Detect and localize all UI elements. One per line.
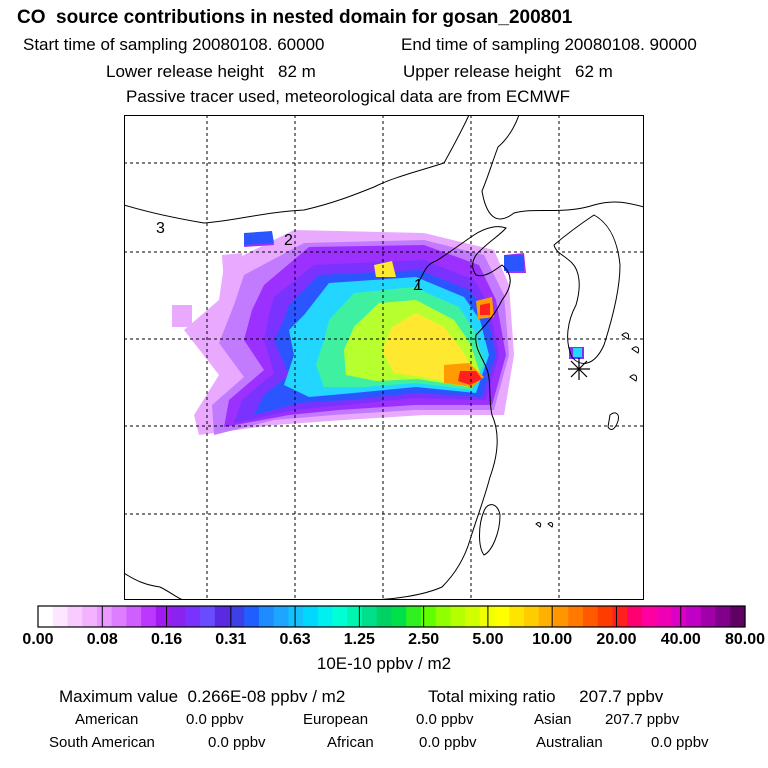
colorbar-cell bbox=[509, 606, 525, 627]
contour-red bbox=[480, 303, 490, 315]
african-value: 0.0 ppbv bbox=[419, 734, 477, 751]
colorbar-cell bbox=[656, 606, 672, 627]
receptor-marker bbox=[568, 358, 590, 380]
colorbar-tick-label: 40.00 bbox=[661, 631, 701, 648]
colorbar-cells bbox=[38, 606, 746, 627]
american-label: American bbox=[75, 711, 139, 728]
colorbar-tick-label: 0.16 bbox=[151, 631, 182, 648]
colorbar-cell bbox=[38, 606, 54, 627]
colorbar-cell bbox=[303, 606, 319, 627]
max-value-stat: Maximum value 0.266E-08 ppbv / m2 bbox=[59, 687, 346, 706]
region-label-2: 2 bbox=[284, 232, 293, 249]
contour-faint bbox=[172, 305, 192, 327]
colorbar-cell bbox=[627, 606, 643, 627]
colorbar-cell bbox=[553, 606, 569, 627]
contour-blue bbox=[244, 231, 274, 245]
south-american-value: 0.0 ppbv bbox=[208, 734, 266, 751]
region-label-3: 3 bbox=[156, 220, 165, 237]
colorbar-cell bbox=[715, 606, 731, 627]
colorbar-cell bbox=[52, 606, 69, 627]
colorbar-cell bbox=[420, 606, 437, 627]
contour-faint bbox=[222, 253, 244, 287]
start-time-label: Start time of sampling 20080108. 60000 bbox=[23, 35, 325, 54]
colorbar-cell bbox=[244, 606, 260, 627]
colorbar-cell bbox=[317, 606, 334, 627]
colorbar-cell bbox=[200, 606, 216, 627]
colorbar-cell bbox=[126, 606, 142, 627]
australian-value: 0.0 ppbv bbox=[651, 734, 709, 751]
colorbar-cell bbox=[450, 606, 466, 627]
lower-release-height: Lower release height 82 m bbox=[106, 62, 316, 81]
colorbar-cell bbox=[538, 606, 555, 627]
colorbar-tick-label: 80.00 bbox=[725, 631, 765, 648]
total-mixing-stat: Total mixing ratio 207.7 ppbv bbox=[428, 687, 664, 706]
colorbar-cell bbox=[332, 606, 348, 627]
colorbar-cell bbox=[465, 606, 481, 627]
colorbar-cell bbox=[612, 606, 628, 627]
chart-title: CO source contributions in nested domain… bbox=[17, 7, 573, 28]
colorbar-tick-label: 0.08 bbox=[87, 631, 118, 648]
colorbar-tick-label: 0.00 bbox=[22, 631, 53, 648]
end-time-label: End time of sampling 20080108. 90000 bbox=[401, 35, 697, 54]
contour-cyan bbox=[573, 348, 582, 357]
colorbar-cell bbox=[391, 606, 407, 627]
colorbar-cell bbox=[597, 606, 614, 627]
colorbar-cell bbox=[671, 606, 687, 627]
colorbar-cell bbox=[347, 606, 363, 627]
colorbar-tick-label: 2.50 bbox=[408, 631, 439, 648]
african-label: African bbox=[327, 734, 374, 751]
south-american-label: South American bbox=[49, 734, 155, 751]
colorbar-cell bbox=[214, 606, 231, 627]
colorbar-cell bbox=[435, 606, 452, 627]
colorbar-cell bbox=[258, 606, 275, 627]
colorbar-cell bbox=[730, 606, 746, 627]
contour-red bbox=[458, 371, 482, 385]
colorbar-unit: 10E-10 ppbv / m2 bbox=[317, 654, 451, 673]
colorbar-tick-label: 1.25 bbox=[344, 631, 375, 648]
colorbar-cell bbox=[641, 606, 658, 627]
asian-label: Asian bbox=[534, 711, 572, 728]
colorbar-cell bbox=[362, 606, 378, 627]
colorbar-cell bbox=[185, 606, 201, 627]
colorbar-cell bbox=[111, 606, 127, 627]
map-frame bbox=[124, 115, 644, 600]
contour-blue bbox=[504, 255, 524, 271]
colorbar-cell bbox=[229, 606, 245, 627]
grid-lines bbox=[124, 115, 644, 600]
colorbar-tick-label: 20.00 bbox=[596, 631, 636, 648]
colorbar-cell bbox=[82, 606, 98, 627]
colorbar-cell bbox=[582, 606, 599, 627]
tracer-note: Passive tracer used, meteorological data… bbox=[126, 87, 571, 106]
american-value: 0.0 ppbv bbox=[186, 711, 244, 728]
colorbar-cell bbox=[494, 606, 510, 627]
colorbar-cell bbox=[406, 606, 422, 627]
colorbar-cell bbox=[67, 606, 83, 627]
colorbar-ticks bbox=[37, 606, 746, 627]
concentration-map: 1 2 3 bbox=[124, 115, 644, 600]
colorbar-cell bbox=[568, 606, 584, 627]
colorbar: 0.00 0.08 0.16 0.31 0.63 1.25 2.50 5.00 10.00 20.… bbox=[22, 605, 765, 673]
colorbar-tick-label: 0.31 bbox=[215, 631, 246, 648]
colorbar-cell bbox=[273, 606, 289, 627]
colorbar-tick-label: 10.00 bbox=[532, 631, 572, 648]
contour-yellow bbox=[374, 261, 396, 277]
colorbar-cell bbox=[524, 606, 540, 627]
colorbar-cell bbox=[170, 606, 186, 627]
colorbar-cell bbox=[700, 606, 717, 627]
concentration-field bbox=[172, 230, 584, 435]
european-label: European bbox=[303, 711, 369, 728]
asian-value: 207.7 ppbv bbox=[605, 711, 680, 728]
colorbar-cell bbox=[686, 606, 702, 627]
colorbar-cell bbox=[376, 606, 393, 627]
colorbar-cell bbox=[141, 606, 157, 627]
colorbar-cell bbox=[96, 606, 113, 627]
upper-release-height: Upper release height 62 m bbox=[403, 62, 613, 81]
colorbar-cell bbox=[288, 606, 304, 627]
australian-label: Australian bbox=[536, 734, 603, 751]
region-label-1: 1 bbox=[414, 277, 423, 294]
european-value: 0.0 ppbv bbox=[416, 711, 474, 728]
colorbar-tick-label: 5.00 bbox=[472, 631, 503, 648]
colorbar-cell bbox=[155, 606, 172, 627]
colorbar-tick-label: 0.63 bbox=[280, 631, 311, 648]
